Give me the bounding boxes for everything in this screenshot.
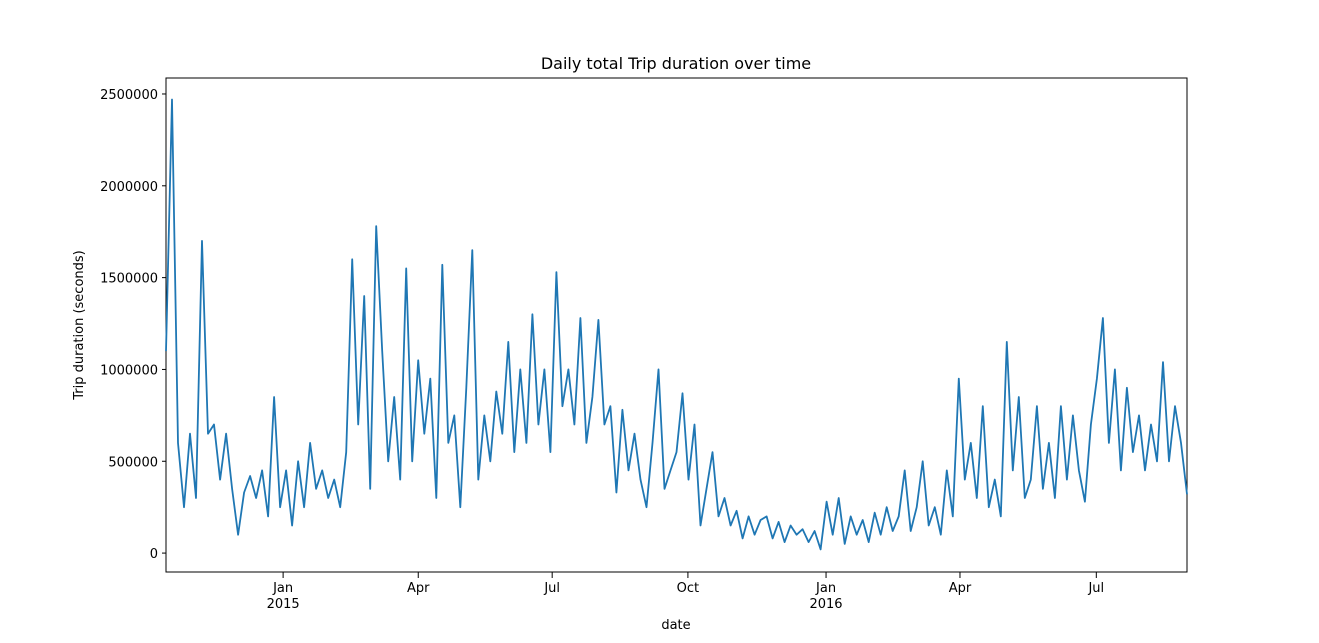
x-tick-label: Jan 2016 (809, 581, 842, 612)
y-tick-label: 500000 (108, 455, 158, 470)
x-tick-label: Apr (407, 581, 430, 596)
y-tick-label: 2500000 (100, 88, 158, 103)
x-tick-label: Apr (949, 581, 972, 596)
x-tick-label: Jul (543, 581, 560, 596)
x-tick-label: Oct (677, 581, 699, 596)
y-axis-label: Trip duration (seconds) (72, 250, 87, 401)
y-tick-label: 1500000 (100, 272, 158, 287)
y-tick-label: 2000000 (100, 180, 158, 195)
x-tick-label: Jan 2015 (267, 581, 300, 612)
x-axis-label: date (661, 618, 690, 633)
x-tick-label: Jul (1087, 581, 1104, 596)
y-tick-label: 1000000 (100, 363, 158, 378)
y-tick-label: 0 (150, 547, 158, 562)
plot-frame (165, 77, 1188, 573)
line (165, 98, 1188, 551)
chart-title: Daily total Trip duration over time (541, 54, 811, 73)
